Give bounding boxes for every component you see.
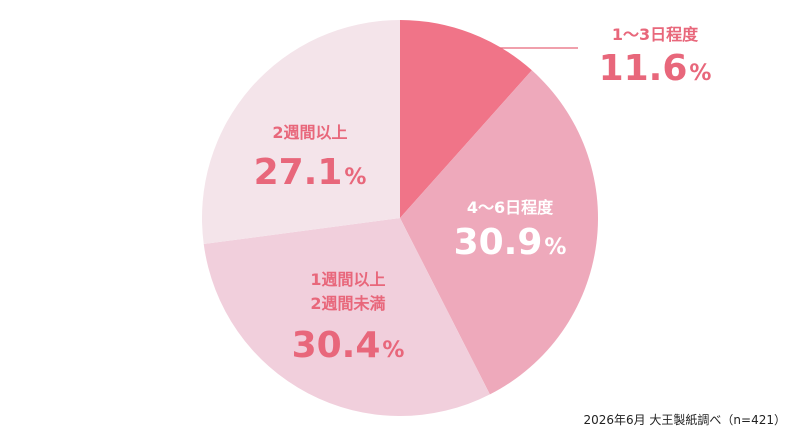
pie-slice-2 — [400, 70, 599, 395]
slice-percent: 11.6% — [599, 48, 712, 89]
slice-label: 1〜3日程度 — [612, 25, 699, 44]
slice-label: 4〜6日程度 — [467, 198, 554, 217]
slice-percent: 30.4% — [292, 325, 405, 366]
slice-percent: 30.9% — [454, 222, 567, 263]
source-note: 2026年6月 大王製紙調べ（n=421） — [583, 413, 786, 427]
pie-slice-3 — [203, 218, 490, 417]
slice-label: 2週間以上 — [272, 123, 347, 142]
pie-slice-1 — [400, 20, 532, 218]
pie-slice-4 — [201, 20, 400, 245]
slice-label: 2週間未満 — [310, 294, 385, 313]
slice-percent: 27.1% — [254, 152, 367, 193]
slice-label: 1週間以上 — [310, 270, 385, 289]
